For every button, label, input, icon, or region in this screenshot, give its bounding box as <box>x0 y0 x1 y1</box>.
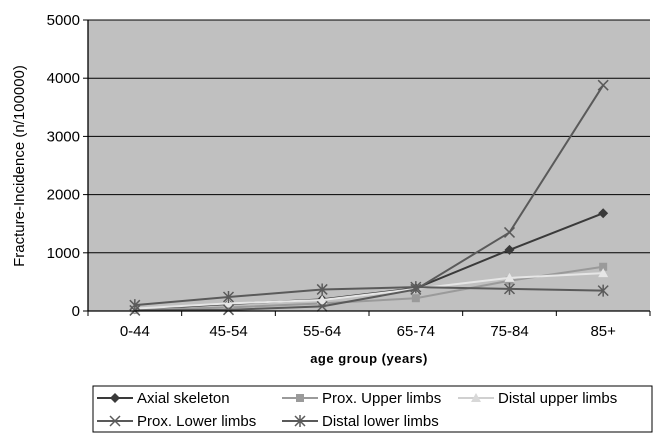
y-tick-label: 2000 <box>47 187 80 204</box>
y-axis-title: Fracture-Incidence (n/100000) <box>11 65 28 267</box>
data-point-diamond <box>598 208 609 219</box>
data-point-triangle <box>598 268 609 278</box>
y-tick-label: 5000 <box>47 12 80 29</box>
data-point-asterisk <box>129 299 141 312</box>
data-point-square <box>411 294 420 303</box>
series-line <box>134 265 604 311</box>
legend-label: Axial skeleton <box>137 390 230 407</box>
y-tick-label: 4000 <box>47 70 80 87</box>
legend-item: Prox. Lower limbs <box>97 413 256 430</box>
data-point-asterisk <box>222 291 235 304</box>
series-layer <box>129 79 609 316</box>
x-tick-label: 65-74 <box>397 323 435 340</box>
series-3 <box>129 79 609 316</box>
grid-lines <box>88 19 650 254</box>
data-point-square <box>599 262 608 271</box>
data-point-asterisk <box>316 283 328 296</box>
data-point-asterisk <box>597 284 609 297</box>
legend-label: Prox. Upper limbs <box>322 390 441 407</box>
x-axis-ticks: 0-44 45-54 55-64 65-74 75-84 85+ <box>87 311 651 340</box>
x-axis-title: age group (years) <box>310 351 428 366</box>
legend: Axial skeleton Prox. Upper limbs Distal up… <box>92 385 653 433</box>
data-point-asterisk <box>503 282 516 295</box>
data-point-x <box>316 300 328 312</box>
legend-item: Prox. Upper limbs <box>282 390 441 407</box>
legend-item: Axial skeleton <box>97 390 230 407</box>
x-tick-label: 45-54 <box>209 323 247 340</box>
x-tick-label: 0-44 <box>120 323 150 340</box>
x-tick-label: 75-84 <box>490 323 528 340</box>
data-point-asterisk <box>294 415 306 427</box>
legend-item: Distal lower limbs <box>282 413 439 430</box>
y-axis-ticks: 0 1000 2000 3000 4000 5000 <box>47 12 88 320</box>
y-tick-label: 0 <box>72 303 80 320</box>
data-point-square <box>224 303 233 312</box>
legend-label: Distal lower limbs <box>322 413 439 430</box>
legend-box <box>92 385 653 433</box>
data-point-x <box>109 415 121 427</box>
data-point-triangle <box>317 294 328 304</box>
data-point-x <box>503 226 516 238</box>
y-tick-label: 1000 <box>47 245 80 262</box>
data-point-triangle <box>471 393 481 402</box>
legend-item: Distal upper limbs <box>458 390 617 407</box>
series-4 <box>129 281 609 312</box>
plot-area <box>88 20 650 311</box>
x-tick-label: 85+ <box>590 323 616 340</box>
data-point-x <box>597 79 609 91</box>
x-tick-label: 55-64 <box>303 323 341 340</box>
legend-label: Distal upper limbs <box>498 390 617 407</box>
series-line <box>134 286 604 307</box>
series-line <box>134 272 604 310</box>
data-point-square <box>296 394 304 402</box>
data-point-asterisk <box>410 281 422 294</box>
y-tick-label: 3000 <box>47 128 80 145</box>
data-point-diamond <box>504 244 515 255</box>
data-point-x <box>222 304 235 316</box>
data-point-diamond <box>110 393 120 403</box>
legend-label: Prox. Lower limbs <box>137 413 256 430</box>
data-point-triangle <box>504 272 515 282</box>
series-line <box>134 84 605 312</box>
